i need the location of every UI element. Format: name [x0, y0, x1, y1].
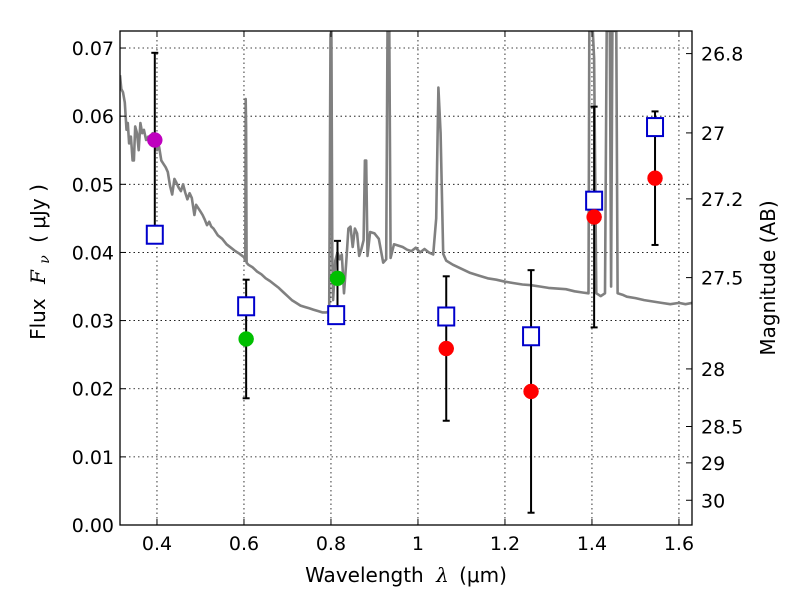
model-point: [646, 117, 665, 138]
model-photometry-markers: [145, 117, 665, 347]
y-tick-label: 0.07: [72, 38, 114, 60]
y-axis-label-right: Magnitude (AB): [756, 200, 780, 355]
x-tick-label: 0.8: [316, 533, 346, 555]
y-tick-label: 0.01: [72, 447, 114, 469]
model-spectrum-layer: [120, 31, 692, 314]
model-point: [327, 305, 346, 326]
magnitude-tick-label: 27.2: [701, 189, 743, 211]
x-tick-labels: 0.4 0.6 0.8 1 1.2 1.4 1.6: [142, 533, 694, 555]
magnitude-tick-label: 27.5: [701, 268, 743, 290]
y-axis-label-prefix: Flux: [26, 298, 50, 340]
observed-point: [647, 170, 663, 186]
observed-point: [238, 331, 254, 347]
y-tick-label: 0.04: [72, 242, 114, 264]
x-axis-label-var: λ: [435, 563, 449, 587]
x-axis-label-unit: (μm): [459, 563, 507, 587]
x-axis-label: Wavelength λ (μm): [305, 563, 507, 587]
observed-point: [438, 340, 454, 357]
x-axis-label-prefix: Wavelength: [305, 563, 424, 587]
observed-point: [523, 383, 539, 400]
model-point: [145, 224, 164, 245]
y-axis-label-unit: ( μJy ): [26, 184, 50, 243]
y-tick-label: 0.02: [72, 379, 114, 401]
y-tick-label: 0.00: [72, 515, 114, 537]
model-point: [437, 306, 456, 327]
magnitude-tick-label: 27: [701, 123, 725, 145]
y-tick-label: 0.05: [72, 174, 114, 196]
magnitude-tick-label: 28: [701, 359, 725, 381]
axis-ticks: [120, 31, 692, 526]
x-tick-label: 1.6: [664, 533, 694, 555]
model-point: [585, 190, 604, 211]
observed-point: [586, 209, 602, 225]
observed-photometry-markers: [147, 132, 663, 400]
magnitude-tick-label: 28.5: [701, 417, 743, 439]
y-axis-label-left: Flux F ν ( μJy ): [26, 184, 54, 340]
x-tick-label: 1.4: [577, 533, 607, 555]
observed-point: [329, 270, 346, 287]
x-tick-label: 1: [412, 533, 424, 555]
magnitude-tick-label: 30: [701, 490, 725, 512]
y-tick-label: 0.06: [72, 106, 114, 128]
magnitude-tick-label: 29: [701, 453, 725, 475]
magnitude-tick-label: 26.8: [701, 44, 743, 66]
y-tick-labels: 0.00 0.01 0.02 0.03 0.04 0.05 0.06 0.07: [72, 38, 114, 537]
x-tick-label: 0.6: [229, 533, 259, 555]
observed-point: [147, 132, 163, 148]
x-tick-label: 1.2: [490, 533, 520, 555]
magnitude-tick-labels: 26.8 27 27.2 27.5 28 28.5 29 30: [701, 44, 743, 513]
model-spectrum-line: [120, 31, 692, 314]
y-tick-label: 0.03: [72, 311, 114, 333]
y-axis-label-var: F: [26, 269, 50, 285]
model-point: [522, 326, 541, 347]
y-axis-label-sub: ν: [37, 255, 53, 264]
model-point: [237, 296, 256, 317]
x-tick-label: 0.4: [142, 533, 172, 555]
